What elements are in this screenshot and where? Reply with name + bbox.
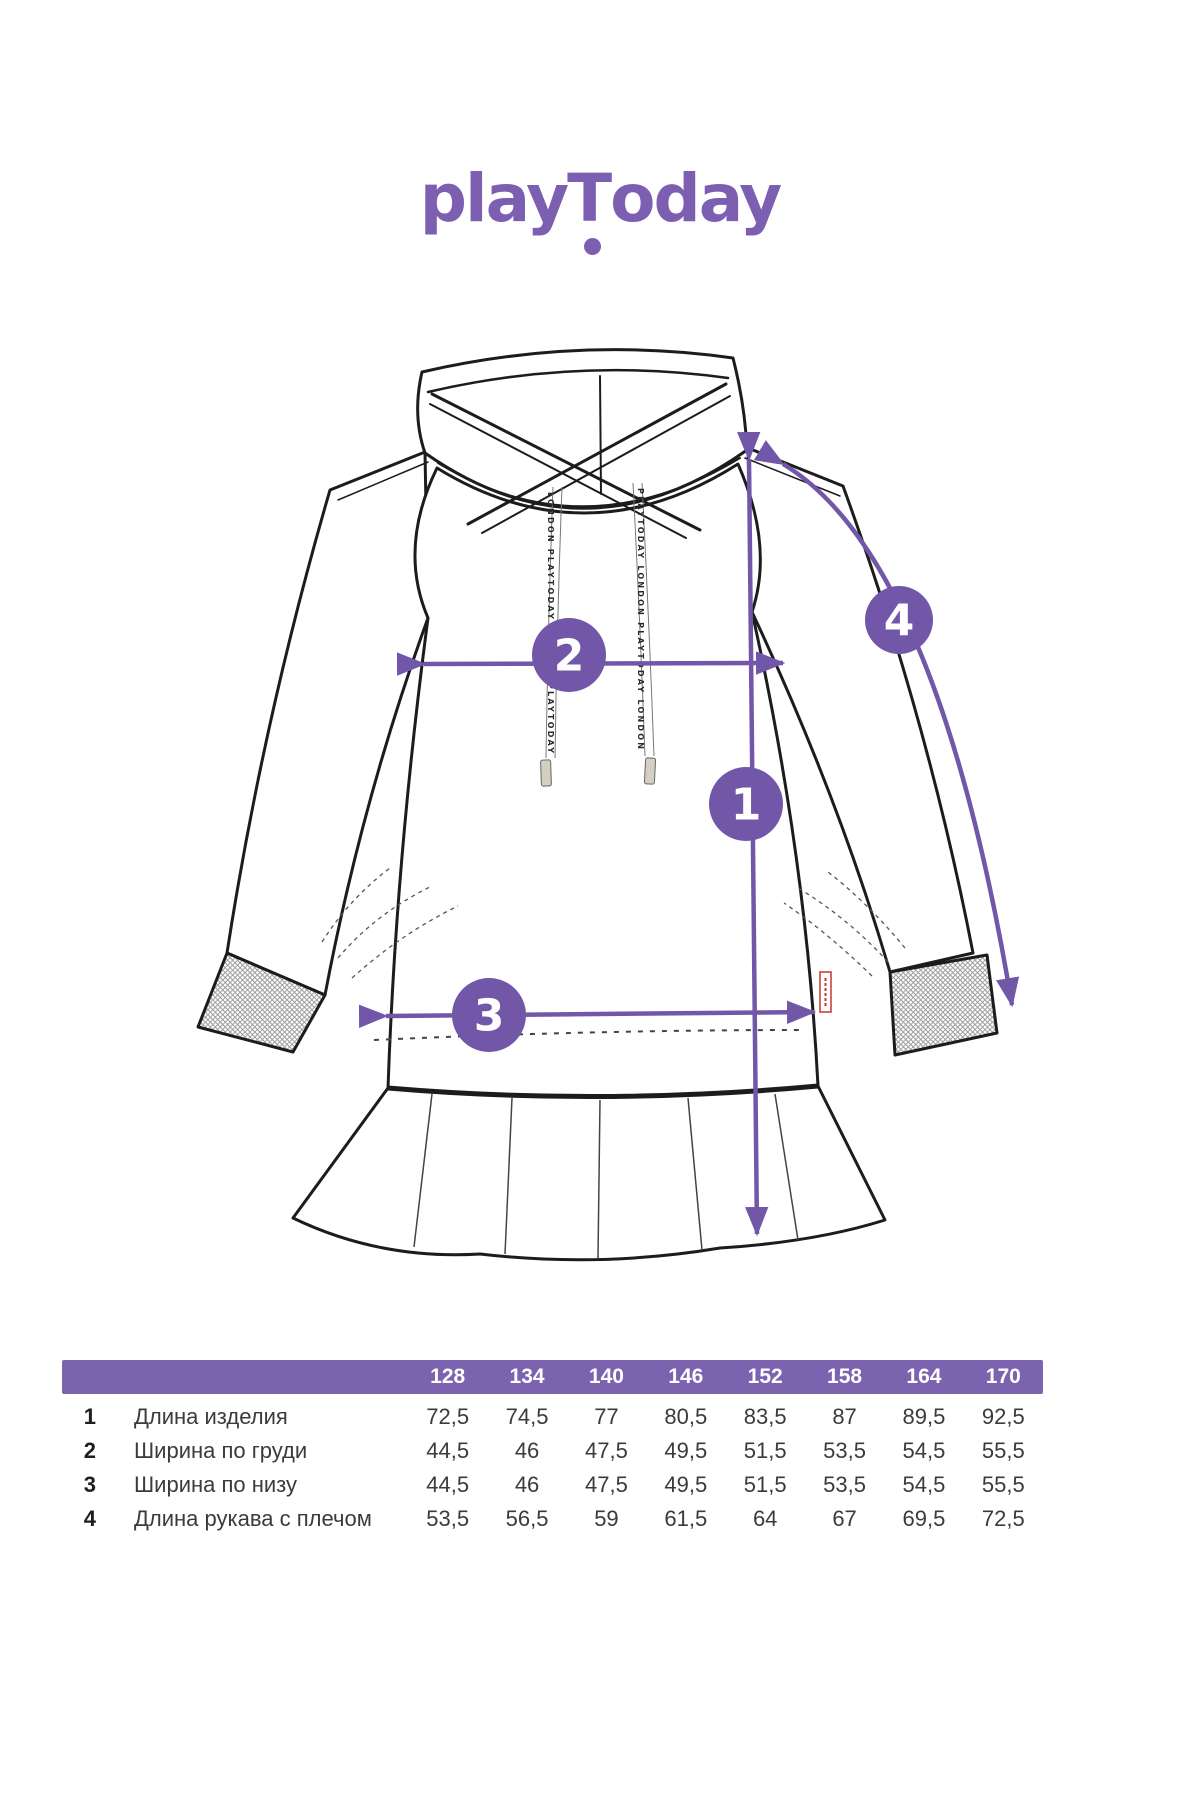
cell: 55,5 — [981, 1438, 1025, 1463]
size-col-header: 146 — [668, 1365, 704, 1388]
drawstring-right: PLAYTODAY LONDON PLAYTODAY LONDON — [632, 482, 657, 785]
size-table-body: 1 Длина изделия 72,5 74,5 77 80,5 83,5 8… — [62, 1400, 1043, 1536]
cell: 61,5 — [664, 1506, 708, 1531]
cell: 49,5 — [664, 1472, 708, 1497]
drawstring-right-text: PLAYTODAY LONDON PLAYTODAY LONDON — [636, 488, 645, 750]
logo-text-t-with-dot: T — [567, 160, 612, 255]
brand-side-tag — [819, 971, 832, 1013]
table-row-bottom-width: 3 Ширина по низу 44,5 46 47,5 49,5 51,5 … — [62, 1468, 1043, 1502]
table-row-sleeve-length: 4 Длина рукава с плечом 53,5 56,5 59 61,… — [62, 1502, 1043, 1536]
cell: 74,5 — [505, 1404, 549, 1429]
cell: 46 — [514, 1438, 540, 1463]
row-number: 4 — [83, 1506, 96, 1531]
measure-badge-4-label: 4 — [884, 595, 915, 646]
cell: 72,5 — [426, 1404, 470, 1429]
row-label: Ширина по низу — [134, 1472, 298, 1497]
size-col-header: 164 — [906, 1365, 942, 1388]
measure-badge-4: 4 — [865, 586, 933, 654]
size-table: 128 134 140 146 152 158 164 170 1 Длина … — [62, 1360, 1043, 1536]
measure-badge-3-label: 3 — [474, 990, 505, 1041]
cell: 47,5 — [585, 1472, 628, 1497]
cell: 53,5 — [823, 1472, 866, 1497]
table-row-length: 1 Длина изделия 72,5 74,5 77 80,5 83,5 8… — [62, 1400, 1043, 1434]
logo-text-oday: oday — [610, 160, 782, 237]
row-label: Длина рукава с плечом — [134, 1506, 372, 1531]
measure-badge-2-label: 2 — [554, 630, 585, 681]
measure-badge-1-label: 1 — [731, 779, 762, 830]
row-number: 2 — [83, 1438, 96, 1463]
logo-text-play: play — [419, 160, 569, 237]
cell: 44,5 — [426, 1472, 470, 1497]
cell: 54,5 — [902, 1472, 946, 1497]
cell: 64 — [752, 1506, 778, 1531]
cell: 53,5 — [426, 1506, 470, 1531]
cell: 59 — [594, 1506, 619, 1531]
row-label: Длина изделия — [134, 1404, 288, 1429]
cell: 55,5 — [981, 1472, 1025, 1497]
ruffle-fold-lines — [413, 1093, 799, 1259]
hood — [337, 348, 841, 539]
cell: 54,5 — [902, 1438, 946, 1463]
cell: 83,5 — [743, 1404, 787, 1429]
cell: 44,5 — [426, 1438, 470, 1463]
cell: 77 — [594, 1404, 619, 1429]
measure-arrow-1 — [737, 431, 769, 1237]
right-cuff — [888, 953, 999, 1057]
measure-badge-1: 1 — [709, 767, 783, 841]
ruffle-skirt — [291, 1083, 887, 1262]
row-number: 1 — [83, 1404, 96, 1429]
size-col-header: 170 — [985, 1365, 1021, 1388]
size-col-header: 158 — [827, 1365, 863, 1388]
cell: 72,5 — [981, 1506, 1025, 1531]
cell: 67 — [832, 1506, 857, 1531]
size-table-header: 128 134 140 146 152 158 164 170 — [62, 1360, 1043, 1394]
cell: 92,5 — [981, 1404, 1025, 1429]
measure-badge-2: 2 — [532, 618, 606, 692]
aglet-left-icon — [540, 759, 552, 787]
cell: 87 — [832, 1404, 857, 1429]
cell: 51,5 — [743, 1472, 787, 1497]
cell: 80,5 — [664, 1404, 708, 1429]
cell: 69,5 — [902, 1506, 946, 1531]
cell: 56,5 — [505, 1506, 549, 1531]
aglet-right-icon — [643, 757, 657, 785]
size-col-header: 134 — [509, 1365, 545, 1388]
table-row-chest-width: 2 Ширина по груди 44,5 46 47,5 49,5 51,5… — [62, 1434, 1043, 1468]
cell: 53,5 — [823, 1438, 866, 1463]
cell: 49,5 — [664, 1438, 708, 1463]
cell: 89,5 — [902, 1404, 946, 1429]
cell: 46 — [514, 1472, 540, 1497]
row-label: Ширина по груди — [134, 1438, 308, 1463]
left-cuff — [196, 951, 327, 1054]
brand-logo: playToday — [0, 160, 1200, 255]
size-col-header: 140 — [588, 1365, 624, 1388]
size-col-header: 128 — [430, 1365, 466, 1388]
size-col-header: 152 — [747, 1365, 783, 1388]
cell: 51,5 — [743, 1438, 787, 1463]
row-number: 3 — [83, 1472, 96, 1497]
cell: 47,5 — [585, 1438, 628, 1463]
measure-badge-3: 3 — [452, 978, 526, 1052]
